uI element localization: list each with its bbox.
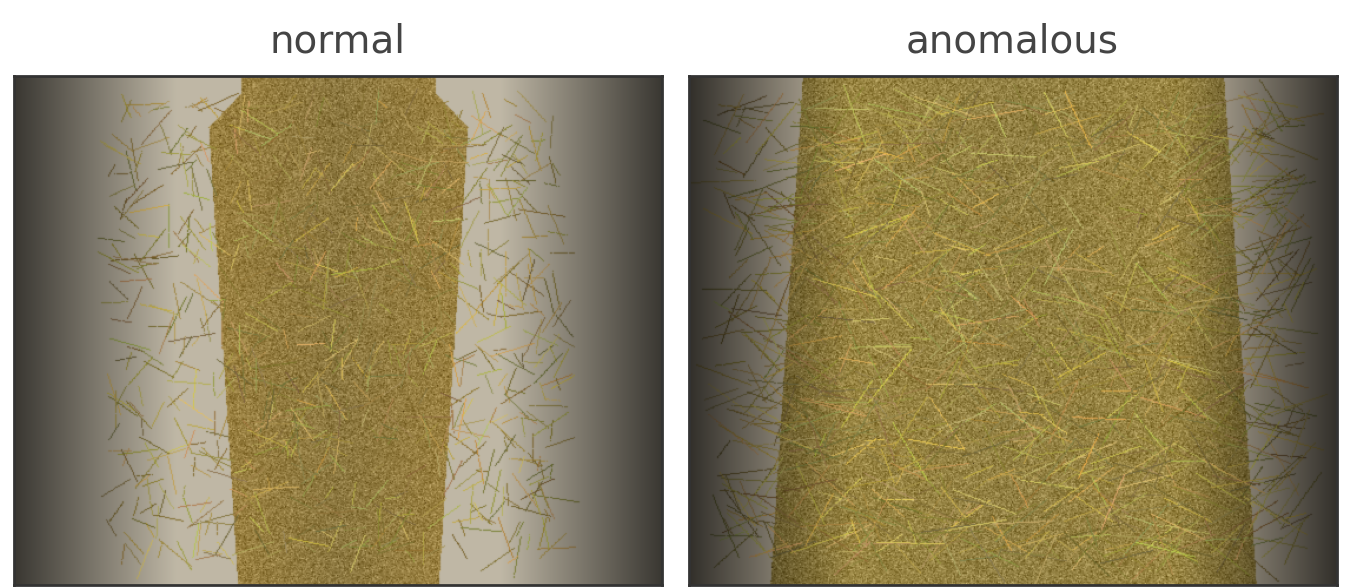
Text: anomalous: anomalous (906, 22, 1119, 60)
Text: normal: normal (270, 22, 405, 60)
